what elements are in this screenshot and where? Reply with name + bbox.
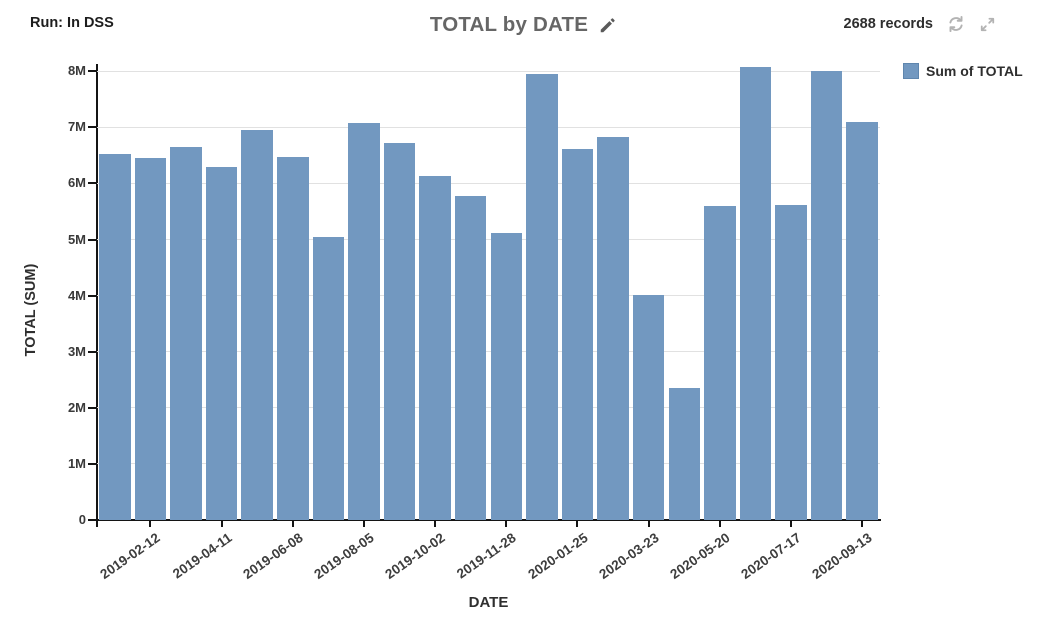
x-tick-mark xyxy=(434,520,437,527)
y-axis-labels: 0 1M 2M 3M 4M 5M 6M 7M 8M xyxy=(38,0,90,530)
y-tick-mark xyxy=(88,519,96,521)
bar[interactable] xyxy=(490,232,523,520)
legend-item[interactable]: Sum of TOTAL xyxy=(903,63,1023,80)
gridline xyxy=(97,239,880,240)
bar[interactable] xyxy=(668,388,701,520)
y-axis-title: TOTAL (SUM) xyxy=(23,263,39,357)
y-tick-mark xyxy=(88,70,96,73)
gridline xyxy=(97,295,880,297)
gridline xyxy=(97,126,880,128)
run-status-label: Run: In DSS xyxy=(30,15,114,31)
chart-title: TOTAL by DATE xyxy=(429,13,589,36)
y-tick-mark xyxy=(88,462,96,465)
y-tick-label: 1M xyxy=(67,455,86,471)
y-tick-label: 8M xyxy=(67,63,86,79)
x-tick-mark xyxy=(220,520,223,527)
legend-label: Sum of TOTAL xyxy=(926,63,1023,79)
y-tick-label: 6M xyxy=(67,175,86,191)
expand-icon[interactable] xyxy=(979,16,996,33)
bar[interactable] xyxy=(454,195,487,520)
refresh-icon[interactable] xyxy=(947,15,965,33)
x-tick-mark xyxy=(718,520,721,527)
x-tick-mark xyxy=(149,520,152,527)
y-axis-line xyxy=(95,64,98,527)
y-tick-mark xyxy=(88,294,96,297)
header-right-controls: 2688 records xyxy=(844,15,996,33)
y-tick-mark xyxy=(88,126,96,129)
gridline xyxy=(97,463,880,465)
x-tick-mark xyxy=(790,520,793,527)
bar[interactable] xyxy=(170,146,202,520)
y-tick-label: 7M xyxy=(67,119,86,135)
bar[interactable] xyxy=(348,122,380,520)
bar[interactable] xyxy=(597,137,629,520)
bar[interactable] xyxy=(277,156,309,520)
bar[interactable] xyxy=(312,236,345,520)
y-tick-label: 2M xyxy=(67,399,86,415)
y-tick-label: 0 xyxy=(78,512,86,527)
bar[interactable] xyxy=(99,154,131,520)
x-axis-title: DATE xyxy=(468,594,509,611)
x-tick-mark xyxy=(861,520,864,527)
y-tick-label: 4M xyxy=(67,287,86,303)
y-tick-mark xyxy=(88,182,96,185)
bar[interactable] xyxy=(810,71,843,520)
bar[interactable] xyxy=(419,176,451,520)
gridline xyxy=(97,182,880,184)
pencil-icon[interactable] xyxy=(598,16,617,35)
x-tick-mark xyxy=(505,520,508,527)
bar[interactable] xyxy=(632,294,665,520)
y-axis-ticks xyxy=(88,0,96,530)
gridline xyxy=(97,70,880,72)
bar[interactable] xyxy=(846,121,878,520)
bar[interactable] xyxy=(383,143,416,520)
bar[interactable] xyxy=(561,148,594,520)
y-tick-label: 5M xyxy=(67,231,86,247)
bar[interactable] xyxy=(241,130,273,520)
bar[interactable] xyxy=(775,204,807,520)
bar[interactable] xyxy=(526,74,558,520)
x-tick-mark xyxy=(291,520,294,527)
chart-title-row: TOTAL by DATE xyxy=(0,13,1047,37)
y-tick-mark xyxy=(88,406,96,409)
y-tick-mark xyxy=(88,238,96,241)
y-tick-label: 3M xyxy=(67,343,86,359)
gridline xyxy=(97,351,880,353)
bar[interactable] xyxy=(739,66,772,520)
legend-swatch xyxy=(903,63,919,79)
records-count: 2688 records xyxy=(843,16,933,32)
gridline xyxy=(97,407,880,409)
x-tick-mark xyxy=(647,520,650,527)
plot-area: 2019-02-12 2019-04-11 2019-06-08 2019-08-05… xyxy=(97,0,880,582)
x-tick-mark xyxy=(362,520,365,527)
y-tick-mark xyxy=(88,350,96,353)
bar[interactable] xyxy=(134,158,167,520)
bar[interactable] xyxy=(704,205,736,520)
x-tick-mark xyxy=(576,520,579,527)
bar[interactable] xyxy=(205,166,238,520)
